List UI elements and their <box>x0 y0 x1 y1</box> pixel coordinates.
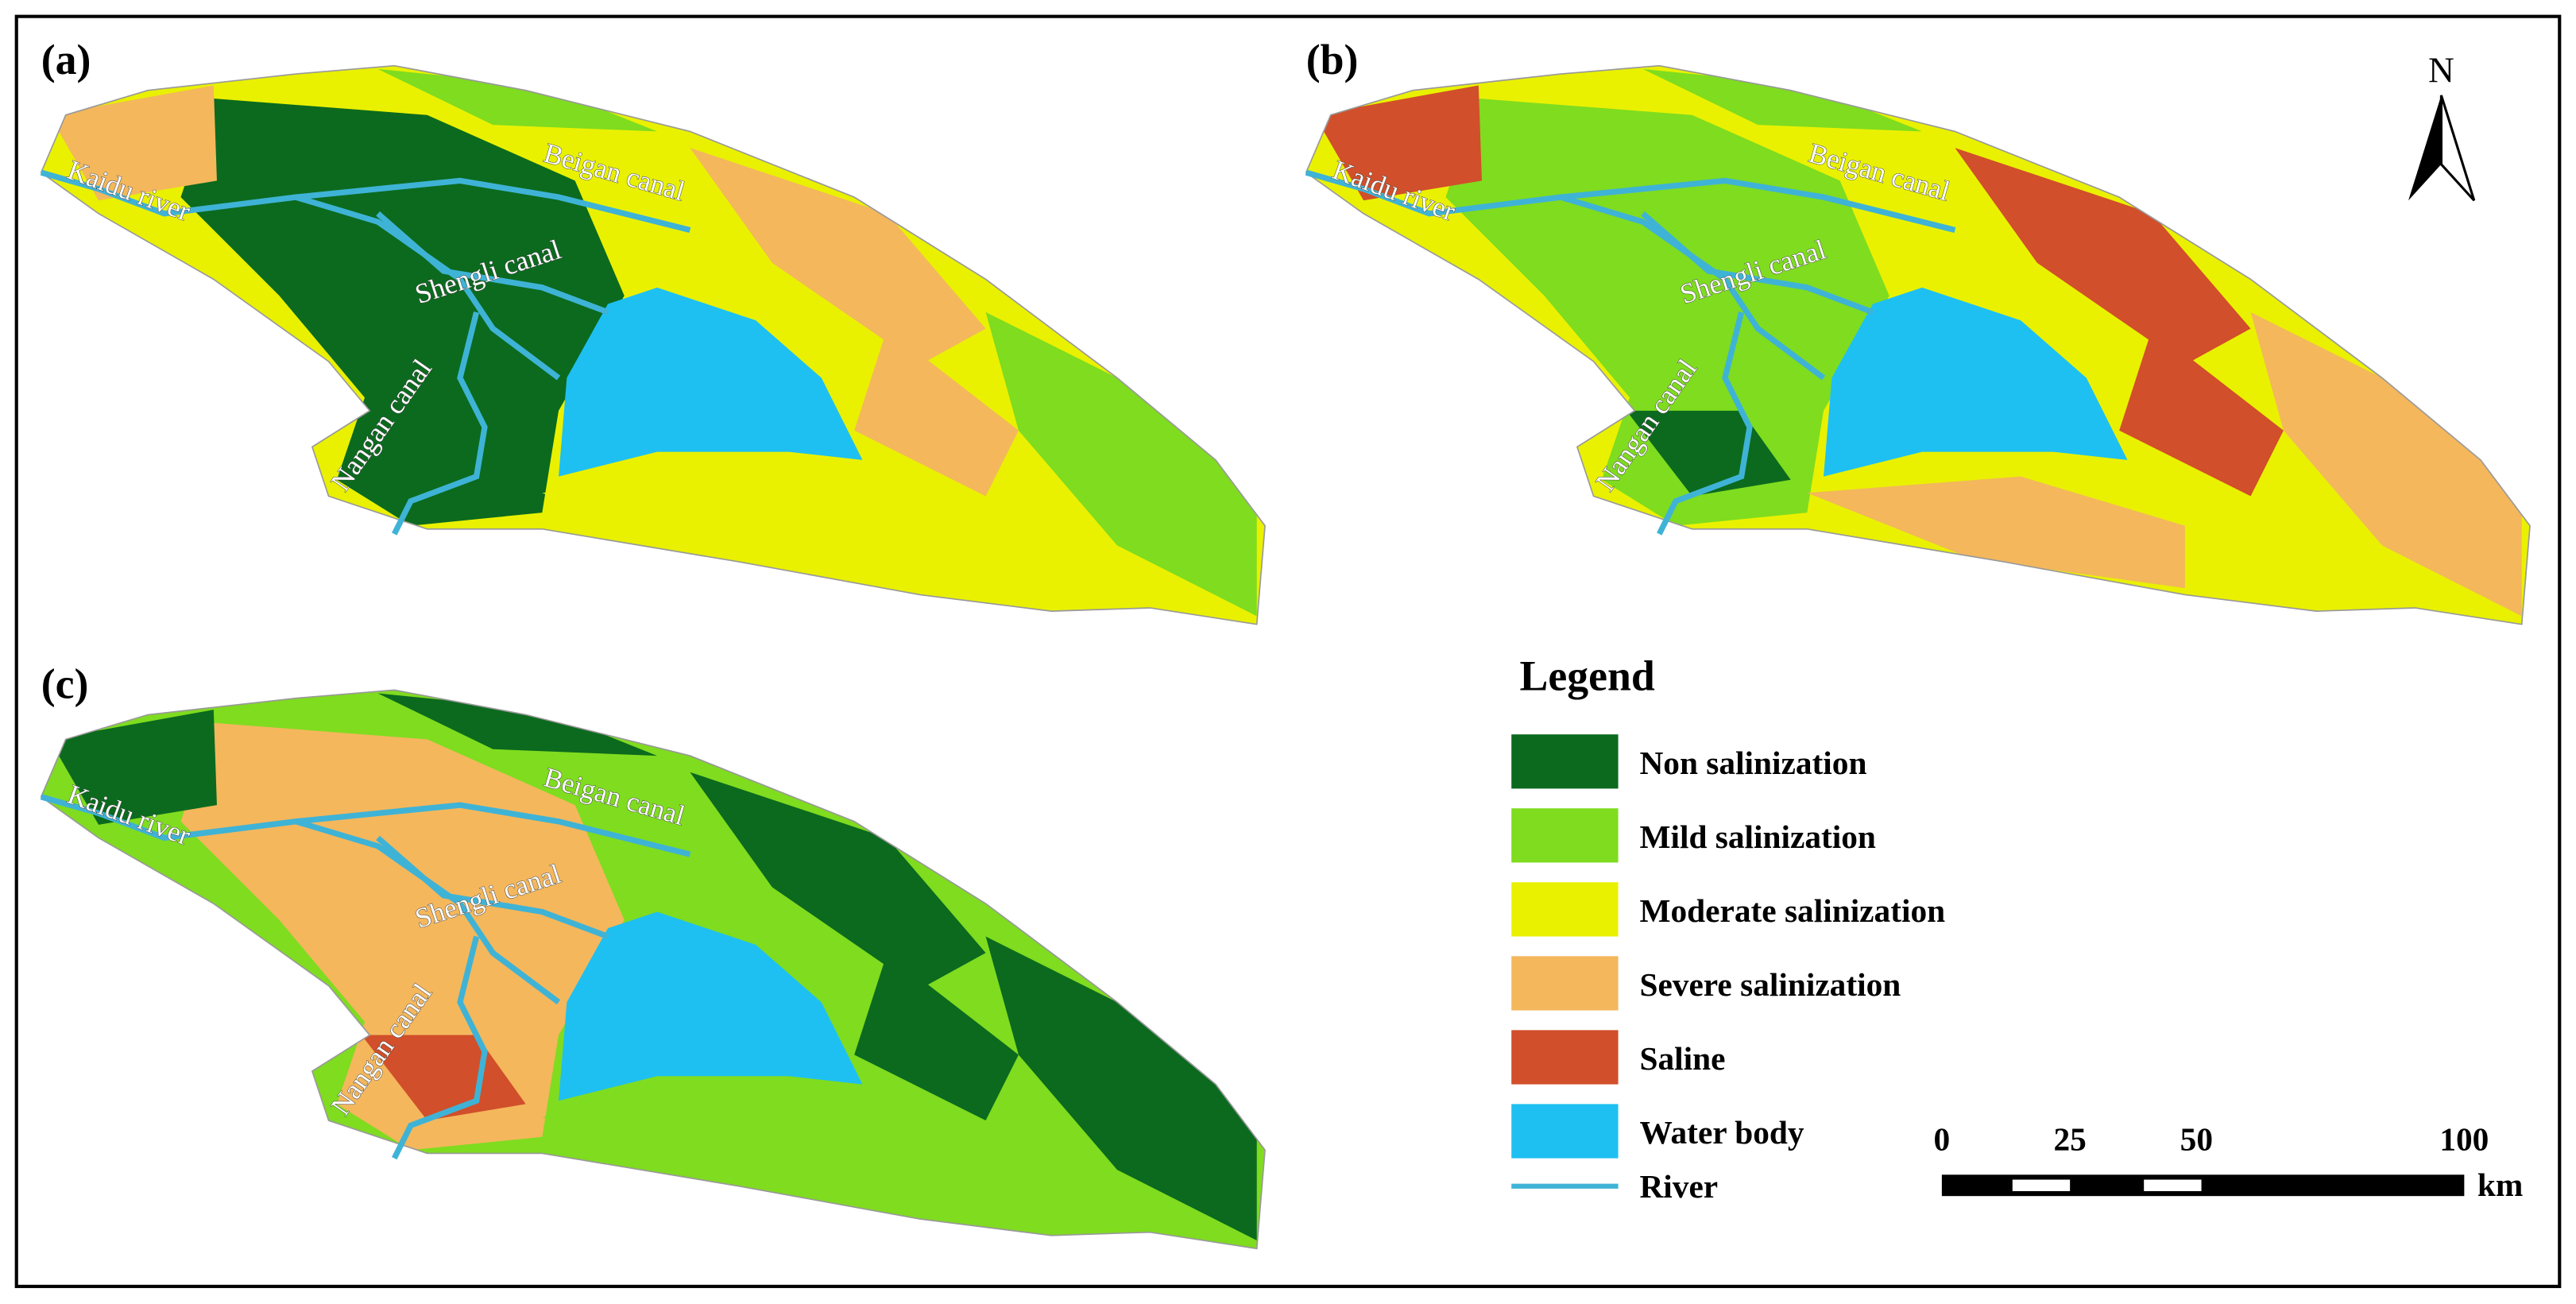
land-zone <box>1807 476 2185 589</box>
land-zone <box>854 328 1019 497</box>
north-arrow-right <box>2439 95 2476 202</box>
river <box>392 935 488 1160</box>
north-arrow-left <box>2408 95 2442 201</box>
land-zone <box>377 68 658 132</box>
land-zone <box>985 311 1257 617</box>
outline <box>40 689 1266 1250</box>
land-zone <box>542 476 920 589</box>
land-zone <box>985 936 1257 1240</box>
land-zone <box>1642 68 1923 132</box>
river <box>295 194 561 381</box>
land-zone <box>49 710 217 825</box>
lake <box>559 911 863 1101</box>
outline <box>40 64 1266 625</box>
legend-label: River <box>1639 1168 1718 1205</box>
panel-label: (b) <box>1306 36 1359 83</box>
land-zone <box>180 722 625 1151</box>
legend-swatch <box>1511 734 1619 789</box>
north-label: N <box>2428 49 2454 90</box>
land-zone <box>2250 311 2522 617</box>
land-zone <box>2119 328 2284 497</box>
land-zone <box>1445 99 1889 526</box>
land-zone <box>690 772 986 989</box>
land-zone <box>49 85 217 201</box>
legend-swatch <box>1511 882 1619 937</box>
land-zone <box>542 1101 920 1213</box>
lake <box>1824 287 2128 477</box>
river <box>295 818 561 1005</box>
river <box>1560 194 1826 381</box>
legend-label: Mild salinization <box>1639 818 1875 855</box>
land-zone <box>377 693 658 756</box>
scale-bar-gap <box>2012 1179 2071 1191</box>
lake <box>559 287 863 477</box>
scale-unit: km <box>2477 1167 2523 1203</box>
legend-label: Saline <box>1639 1040 1725 1077</box>
scale-label: 0 <box>1934 1120 1951 1157</box>
legend-label: Moderate salinization <box>1639 892 1945 929</box>
legend-swatch <box>1511 956 1619 1011</box>
legend-label: Non salinization <box>1639 745 1866 781</box>
legend-title: Legend <box>1520 652 1655 699</box>
scale-bar-gap <box>2144 1179 2202 1191</box>
scale-label: 50 <box>2180 1120 2213 1157</box>
legend-swatch <box>1511 1030 1619 1085</box>
river <box>392 311 488 536</box>
panel-label: (a) <box>41 36 91 83</box>
panel-label: (c) <box>41 660 89 708</box>
legend-label: Severe salinization <box>1639 966 1901 1003</box>
legend-swatch <box>1511 1104 1619 1159</box>
river <box>1657 311 1753 536</box>
scale-label: 100 <box>2439 1120 2489 1157</box>
legend-swatch <box>1511 808 1619 863</box>
scale-bar: 0 25 50 100 km <box>1934 1120 2524 1203</box>
frame <box>14 14 2562 1288</box>
land-zone <box>690 148 986 365</box>
land-zone <box>180 99 625 526</box>
land-zone <box>1314 85 1482 201</box>
land-zone <box>1955 148 2251 365</box>
scale-label: 25 <box>2053 1120 2086 1157</box>
legend-label: Water body <box>1639 1114 1804 1151</box>
outline <box>1305 64 2531 625</box>
north-arrow: N <box>2408 49 2476 202</box>
land-zone <box>854 953 1019 1121</box>
